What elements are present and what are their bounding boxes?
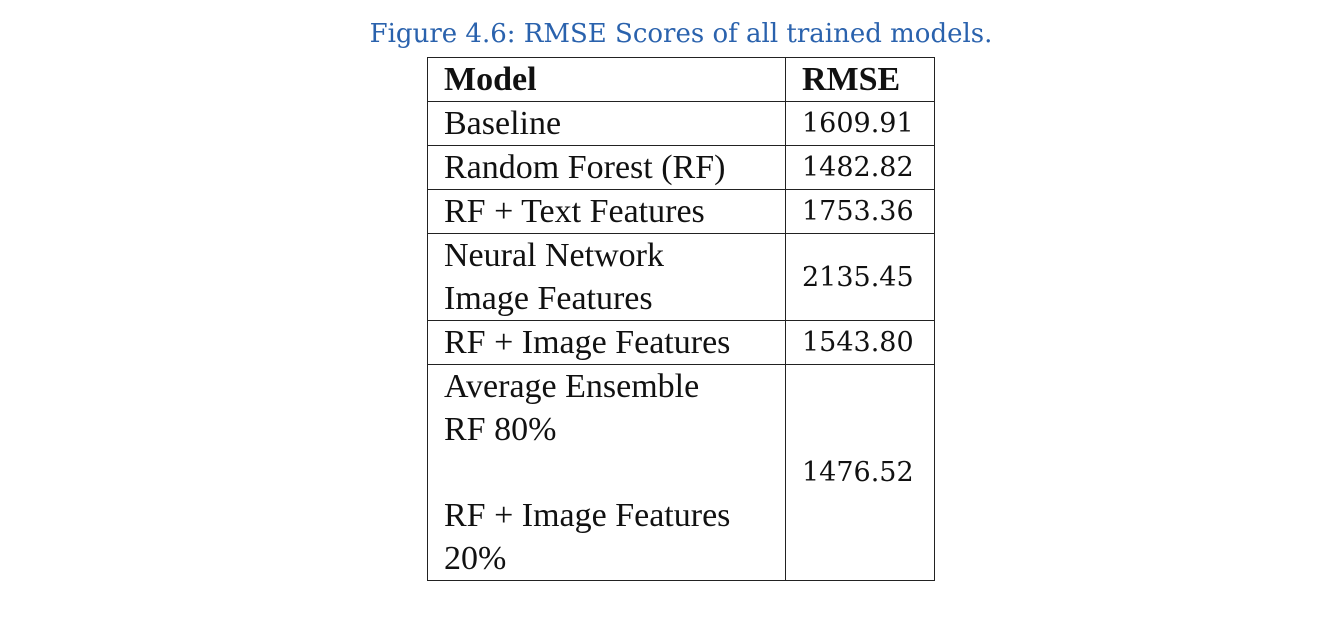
rmse-cell: 1476.52 [785, 364, 935, 581]
model-spacer [444, 451, 769, 494]
table-row: Average Ensemble RF 80% RF + Image Featu… [427, 364, 935, 581]
header-rmse: RMSE [785, 57, 935, 102]
table-row: Baseline 1609.91 [427, 101, 935, 146]
rmse-cell: 1753.36 [785, 189, 935, 234]
table-header-row: Model RMSE [427, 57, 935, 102]
model-cell: RF + Text Features [427, 189, 786, 234]
model-line: RF + Image Features [444, 497, 731, 534]
model-cell: RF + Image Features [427, 320, 786, 365]
header-model: Model [427, 57, 786, 102]
model-line: Average Ensemble [444, 368, 700, 405]
rmse-cell: 1609.91 [785, 101, 935, 146]
model-cell: Average Ensemble RF 80% RF + Image Featu… [427, 364, 786, 581]
model-line: 20% [444, 540, 507, 577]
rmse-table: Model RMSE Baseline 1609.91 Random Fores… [427, 57, 935, 581]
model-line: Image Features [444, 280, 653, 317]
model-cell: Baseline [427, 101, 786, 146]
model-line: Neural Network [444, 237, 664, 274]
table-row: Random Forest (RF) 1482.82 [427, 145, 935, 190]
table-row: RF + Text Features 1753.36 [427, 189, 935, 234]
table-row: Neural Network Image Features 2135.45 [427, 233, 935, 321]
rmse-cell: 2135.45 [785, 233, 935, 321]
rmse-cell: 1543.80 [785, 320, 935, 365]
model-cell: Random Forest (RF) [427, 145, 786, 190]
table-row: RF + Image Features 1543.80 [427, 320, 935, 365]
model-line: RF 80% [444, 411, 557, 448]
model-cell: Neural Network Image Features [427, 233, 786, 321]
figure-caption: Figure 4.6: RMSE Scores of all trained m… [369, 19, 993, 49]
rmse-cell: 1482.82 [785, 145, 935, 190]
